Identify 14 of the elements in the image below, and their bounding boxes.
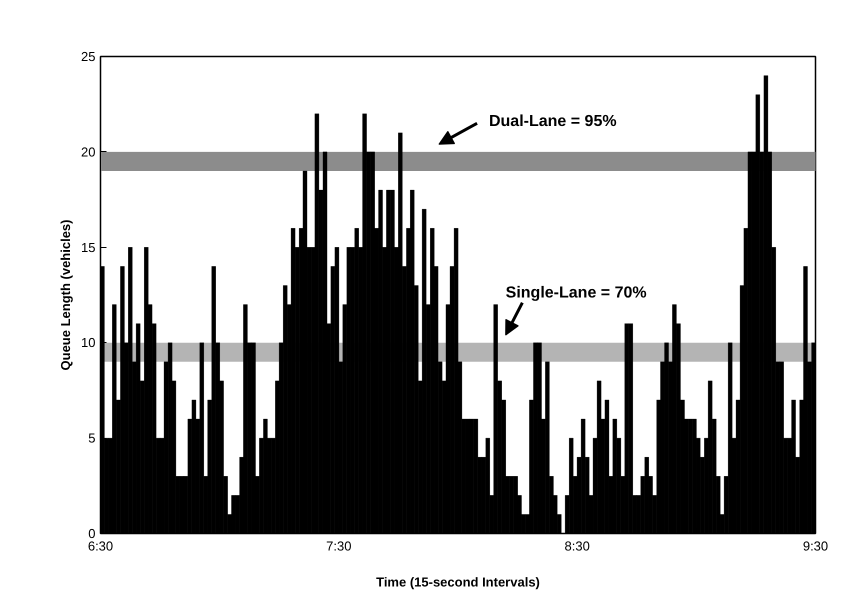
x-tick-label: 6:30 — [88, 538, 114, 554]
x-tick-label: 8:30 — [564, 538, 590, 554]
band-label: Single-Lane = 70% — [506, 284, 647, 302]
y-tick-label: 10 — [81, 335, 96, 350]
y-tick-label: 5 — [88, 430, 96, 446]
y-axis-title: Queue Length (vehicles) — [58, 220, 74, 370]
x-tick-label: 9:30 — [802, 538, 828, 554]
y-tick-label: 20 — [81, 144, 96, 160]
y-tick-label: 0 — [88, 526, 96, 541]
y-tick-label: 25 — [81, 49, 96, 64]
x-axis-title: Time (15-second Intervals) — [376, 574, 540, 590]
y-tick-label: 15 — [81, 240, 96, 255]
x-tick-label: 7:30 — [326, 538, 352, 554]
band-label: Dual-Lane = 95% — [488, 112, 617, 130]
